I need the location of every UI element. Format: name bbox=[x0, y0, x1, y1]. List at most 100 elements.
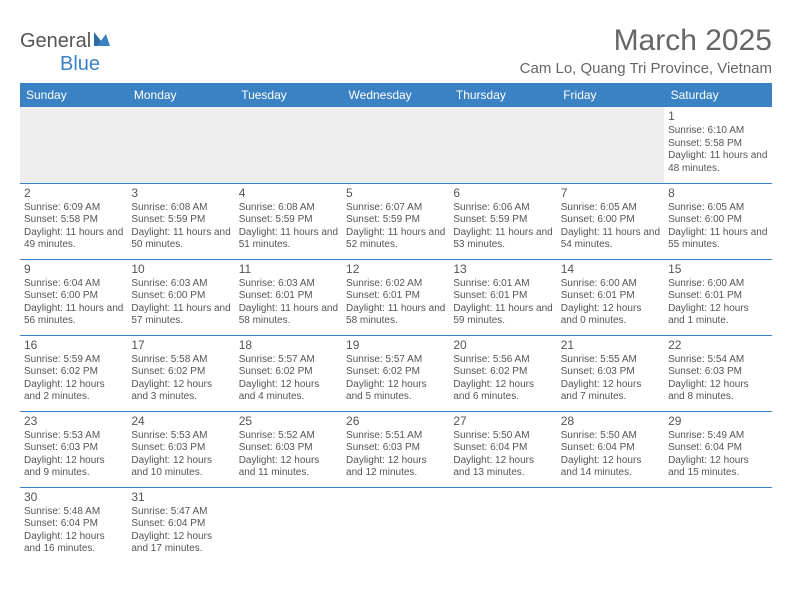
daylight-text: Daylight: 12 hours and 5 minutes. bbox=[346, 379, 445, 404]
sunrise-text: Sunrise: 6:03 AM bbox=[239, 278, 338, 291]
calendar-cell: 30Sunrise: 5:48 AMSunset: 6:04 PMDayligh… bbox=[20, 487, 127, 563]
logo-word-1: General bbox=[20, 30, 91, 52]
daylight-text: Daylight: 11 hours and 59 minutes. bbox=[453, 303, 552, 328]
sunset-text: Sunset: 6:04 PM bbox=[668, 442, 767, 455]
daylight-text: Daylight: 12 hours and 0 minutes. bbox=[561, 303, 660, 328]
calendar-cell bbox=[342, 107, 449, 183]
calendar-cell: 29Sunrise: 5:49 AMSunset: 6:04 PMDayligh… bbox=[664, 411, 771, 487]
sunset-text: Sunset: 6:02 PM bbox=[453, 366, 552, 379]
calendar-cell: 24Sunrise: 5:53 AMSunset: 6:03 PMDayligh… bbox=[127, 411, 234, 487]
calendar-table: Sunday Monday Tuesday Wednesday Thursday… bbox=[20, 83, 772, 563]
calendar-cell: 4Sunrise: 6:08 AMSunset: 5:59 PMDaylight… bbox=[235, 183, 342, 259]
daylight-text: Daylight: 12 hours and 1 minute. bbox=[668, 303, 767, 328]
calendar-row: 1Sunrise: 6:10 AMSunset: 5:58 PMDaylight… bbox=[20, 107, 772, 183]
daylight-text: Daylight: 11 hours and 54 minutes. bbox=[561, 227, 660, 252]
day-number: 31 bbox=[131, 490, 230, 505]
sunrise-text: Sunrise: 6:05 AM bbox=[668, 202, 767, 215]
calendar-cell: 31Sunrise: 5:47 AMSunset: 6:04 PMDayligh… bbox=[127, 487, 234, 563]
calendar-cell: 16Sunrise: 5:59 AMSunset: 6:02 PMDayligh… bbox=[20, 335, 127, 411]
sunset-text: Sunset: 5:59 PM bbox=[453, 214, 552, 227]
daylight-text: Daylight: 12 hours and 16 minutes. bbox=[24, 531, 123, 556]
sunrise-text: Sunrise: 5:47 AM bbox=[131, 506, 230, 519]
sunrise-text: Sunrise: 5:58 AM bbox=[131, 354, 230, 367]
sunset-text: Sunset: 6:04 PM bbox=[131, 518, 230, 531]
sunset-text: Sunset: 6:00 PM bbox=[131, 290, 230, 303]
calendar-row: 2Sunrise: 6:09 AMSunset: 5:58 PM Daylight… bbox=[20, 183, 772, 259]
sunrise-text: Sunrise: 6:08 AM bbox=[131, 202, 230, 215]
daylight-text: Daylight: 11 hours and 58 minutes. bbox=[239, 303, 338, 328]
day-number: 16 bbox=[24, 338, 123, 353]
sunrise-text: Sunrise: 5:48 AM bbox=[24, 506, 123, 519]
page-header: General Blue March 2025 Cam Lo, Quang Tr… bbox=[20, 24, 772, 77]
day-number: 27 bbox=[453, 414, 552, 429]
daylight-text: Daylight: 12 hours and 11 minutes. bbox=[239, 455, 338, 480]
day-number: 1 bbox=[668, 109, 767, 124]
month-title: March 2025 bbox=[520, 24, 772, 58]
day-number: 9 bbox=[24, 262, 123, 277]
calendar-cell: 28Sunrise: 5:50 AMSunset: 6:04 PMDayligh… bbox=[557, 411, 664, 487]
sunrise-text: Sunrise: 6:06 AM bbox=[453, 202, 552, 215]
sunrise-text: Sunrise: 6:09 AM bbox=[24, 202, 123, 215]
day-number: 11 bbox=[239, 262, 338, 277]
sunset-text: Sunset: 5:58 PM bbox=[24, 214, 123, 227]
day-number: 2 bbox=[24, 186, 123, 201]
calendar-cell bbox=[557, 487, 664, 563]
day-number: 12 bbox=[346, 262, 445, 277]
calendar-row: 9Sunrise: 6:04 AMSunset: 6:00 PMDaylight… bbox=[20, 259, 772, 335]
calendar-cell: 11Sunrise: 6:03 AMSunset: 6:01 PMDayligh… bbox=[235, 259, 342, 335]
calendar-cell bbox=[664, 487, 771, 563]
daylight-text: Daylight: 11 hours and 52 minutes. bbox=[346, 227, 445, 252]
sunrise-text: Sunrise: 6:05 AM bbox=[561, 202, 660, 215]
calendar-cell: 5Sunrise: 6:07 AMSunset: 5:59 PMDaylight… bbox=[342, 183, 449, 259]
calendar-cell: 9Sunrise: 6:04 AMSunset: 6:00 PMDaylight… bbox=[20, 259, 127, 335]
sunset-text: Sunset: 5:58 PM bbox=[668, 138, 767, 151]
daylight-text: Daylight: 12 hours and 9 minutes. bbox=[24, 455, 123, 480]
sunrise-text: Sunrise: 5:50 AM bbox=[453, 430, 552, 443]
calendar-cell: 7Sunrise: 6:05 AMSunset: 6:00 PMDaylight… bbox=[557, 183, 664, 259]
calendar-cell: 10Sunrise: 6:03 AMSunset: 6:00 PMDayligh… bbox=[127, 259, 234, 335]
sunset-text: Sunset: 6:03 PM bbox=[668, 366, 767, 379]
sunrise-text: Sunrise: 5:53 AM bbox=[131, 430, 230, 443]
logo: General Blue bbox=[20, 30, 111, 76]
calendar-cell: 2Sunrise: 6:09 AMSunset: 5:58 PMDaylight… bbox=[20, 183, 127, 259]
sunrise-text: Sunrise: 6:03 AM bbox=[131, 278, 230, 291]
day-number: 8 bbox=[668, 186, 767, 201]
sunset-text: Sunset: 6:03 PM bbox=[561, 366, 660, 379]
calendar-cell bbox=[342, 487, 449, 563]
daylight-text: Daylight: 11 hours and 56 minutes. bbox=[24, 303, 123, 328]
calendar-cell: 19Sunrise: 5:57 AMSunset: 6:02 PMDayligh… bbox=[342, 335, 449, 411]
col-header: Sunday bbox=[20, 83, 127, 107]
calendar-cell: 26Sunrise: 5:51 AMSunset: 6:03 PMDayligh… bbox=[342, 411, 449, 487]
sunrise-text: Sunrise: 5:51 AM bbox=[346, 430, 445, 443]
sunset-text: Sunset: 6:01 PM bbox=[561, 290, 660, 303]
calendar-cell: 14Sunrise: 6:00 AMSunset: 6:01 PMDayligh… bbox=[557, 259, 664, 335]
day-number: 28 bbox=[561, 414, 660, 429]
day-number: 3 bbox=[131, 186, 230, 201]
logo-word-2: Blue bbox=[60, 53, 100, 75]
sunset-text: Sunset: 6:03 PM bbox=[131, 442, 230, 455]
day-number: 23 bbox=[24, 414, 123, 429]
daylight-text: Daylight: 11 hours and 58 minutes. bbox=[346, 303, 445, 328]
calendar-cell bbox=[127, 107, 234, 183]
calendar-cell bbox=[449, 487, 556, 563]
day-number: 6 bbox=[453, 186, 552, 201]
sunrise-text: Sunrise: 6:00 AM bbox=[668, 278, 767, 291]
sunrise-text: Sunrise: 5:49 AM bbox=[668, 430, 767, 443]
day-number: 4 bbox=[239, 186, 338, 201]
calendar-cell bbox=[449, 107, 556, 183]
day-number: 20 bbox=[453, 338, 552, 353]
sunrise-text: Sunrise: 6:04 AM bbox=[24, 278, 123, 291]
day-number: 18 bbox=[239, 338, 338, 353]
sunset-text: Sunset: 6:01 PM bbox=[668, 290, 767, 303]
location-text: Cam Lo, Quang Tri Province, Vietnam bbox=[520, 60, 772, 77]
sunrise-text: Sunrise: 5:55 AM bbox=[561, 354, 660, 367]
sunrise-text: Sunrise: 6:08 AM bbox=[239, 202, 338, 215]
sunset-text: Sunset: 5:59 PM bbox=[131, 214, 230, 227]
sunset-text: Sunset: 6:00 PM bbox=[24, 290, 123, 303]
calendar-cell: 17Sunrise: 5:58 AMSunset: 6:02 PMDayligh… bbox=[127, 335, 234, 411]
day-number: 24 bbox=[131, 414, 230, 429]
sunrise-text: Sunrise: 6:07 AM bbox=[346, 202, 445, 215]
sunrise-text: Sunrise: 5:50 AM bbox=[561, 430, 660, 443]
calendar-cell: 8Sunrise: 6:05 AMSunset: 6:00 PMDaylight… bbox=[664, 183, 771, 259]
day-number: 17 bbox=[131, 338, 230, 353]
